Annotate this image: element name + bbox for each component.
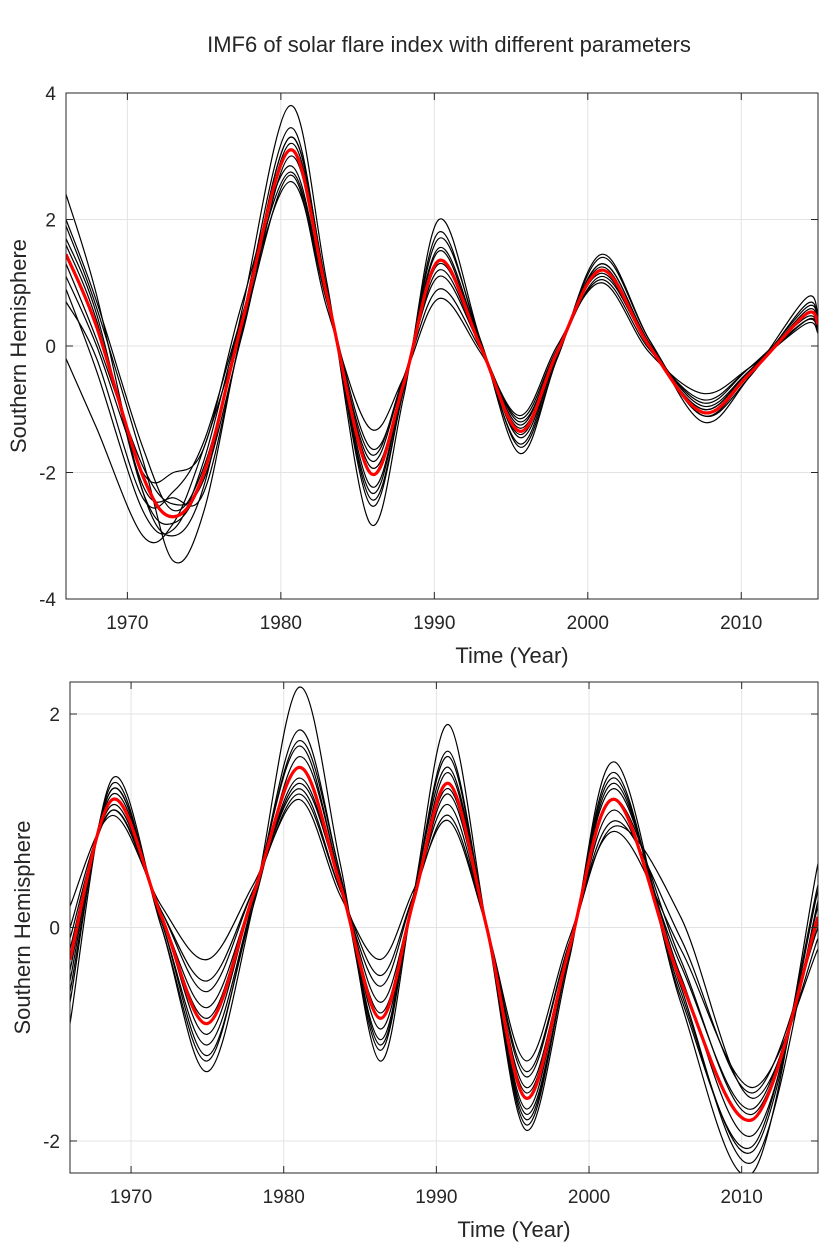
x-tick-label: 2010 (721, 1187, 763, 1208)
ensemble-series-line (70, 793, 818, 1099)
ensemble-series-line (66, 165, 818, 484)
x-tick-label: 1990 (413, 613, 455, 634)
x-tick-label: 1990 (415, 1187, 457, 1208)
ensemble-series-line (66, 136, 818, 512)
y-tick-label: 2 (45, 211, 56, 232)
ensemble-series-line (70, 756, 818, 1164)
ensemble-series-line (66, 149, 818, 518)
ensemble-series-line (70, 777, 818, 1110)
x-tick-label: 1970 (106, 613, 148, 634)
ensemble-series-line (70, 745, 818, 1137)
y-axis-label: Southern Hemisphere (10, 820, 35, 1034)
x-tick-label: 1980 (260, 613, 302, 634)
x-tick-label: 1970 (110, 1187, 152, 1208)
y-tick-label: 0 (45, 337, 56, 358)
ensemble-series-line (66, 142, 818, 507)
top-panel: 1970 1980 1990 2000 2010 -4 -2 0 2 4 Time (Year) So… (6, 84, 819, 668)
y-tick-label: -4 (39, 590, 56, 611)
y-tick-label: 0 (49, 919, 60, 940)
y-axis-label: Southern Hemisphere (6, 239, 31, 453)
ensemble-series-line (70, 729, 818, 1154)
bottom-panel: 1970 1980 1990 2000 2010 -2 0 2 Time (Year) South… (10, 681, 819, 1242)
x-tick-label: 1980 (263, 1187, 305, 1208)
ensemble-series-line (66, 136, 818, 564)
x-tick-label: 2010 (720, 613, 762, 634)
x-tick-label: 2000 (567, 613, 609, 634)
mean-series-line (66, 148, 818, 519)
ensemble-series-line (66, 174, 818, 544)
x-tick-label: 2000 (568, 1187, 610, 1208)
figure-title: IMF6 of solar flare index with different… (207, 32, 691, 57)
ensemble-series-line (66, 171, 818, 535)
x-axis-label: Time (Year) (457, 1217, 570, 1242)
mean-series-line (70, 765, 818, 1122)
series-group (66, 105, 818, 564)
y-tick-label: 4 (45, 84, 56, 105)
y-tick-label: -2 (43, 1132, 60, 1153)
x-axis-label: Time (Year) (455, 643, 568, 668)
ensemble-series-line (70, 782, 818, 1115)
series-group (70, 686, 818, 1173)
y-tick-label: 2 (49, 705, 60, 726)
ensemble-series-line (66, 180, 818, 509)
y-tick-label: -2 (39, 464, 56, 485)
ensemble-series-line (66, 127, 818, 525)
ensemble-series-line (66, 155, 818, 506)
